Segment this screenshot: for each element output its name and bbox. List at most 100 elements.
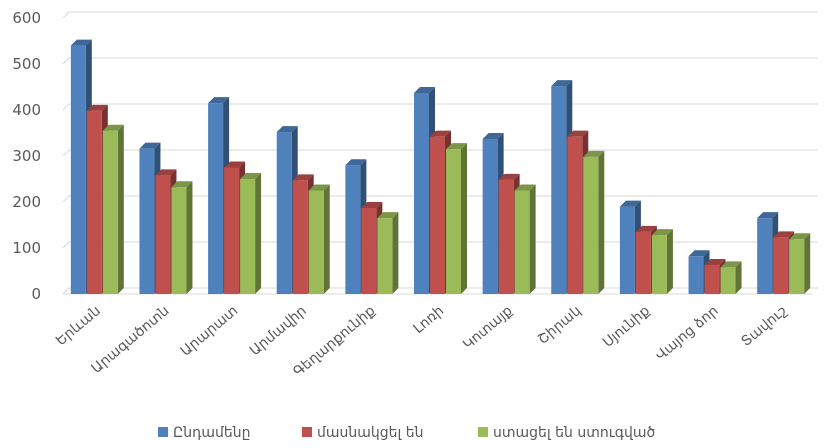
bar-front [704, 265, 720, 294]
bar-side [186, 181, 193, 294]
bar [171, 181, 193, 294]
bar-top [224, 161, 246, 168]
bar [651, 229, 673, 294]
bar [720, 261, 742, 294]
bar-front [171, 187, 187, 294]
x-tick-label: Վայոց ձոր [653, 303, 722, 364]
gridline-depth-600 [62, 11, 70, 19]
bar-front [86, 110, 102, 294]
x-tick-label: Տավուշ [738, 303, 790, 350]
bar [308, 184, 330, 294]
bar-top [567, 130, 589, 137]
bar-top [276, 126, 298, 133]
bar-side [392, 212, 399, 294]
bar-top [361, 201, 383, 208]
bar [377, 212, 399, 294]
x-tick-label: Կոտայք [460, 303, 516, 353]
gridline-depth-300 [62, 149, 70, 157]
bar [789, 233, 811, 294]
bar-top [208, 97, 230, 104]
y-tick-label: 100 [12, 239, 41, 257]
bar-front [757, 218, 773, 294]
bar-front [567, 136, 583, 294]
bar-front [70, 45, 86, 294]
bar-side [804, 233, 811, 294]
y-tick-label: 300 [12, 147, 41, 165]
bar-side [323, 184, 330, 294]
bar-front [551, 86, 567, 294]
y-axis-ticks: 0 100 200 300 400 500 600 [12, 9, 41, 303]
y-tick-label: 500 [12, 55, 41, 73]
y-tick-label: 0 [31, 285, 41, 303]
bar-front [773, 237, 789, 294]
bar-front [240, 179, 256, 294]
gridline-depth-200 [62, 195, 70, 203]
bar-front [292, 180, 308, 294]
bar-side [117, 124, 124, 294]
x-tick-label: Սյունիք [600, 303, 653, 351]
bar-front [430, 136, 445, 294]
y-tick-label: 200 [12, 193, 41, 211]
legend-swatch [302, 427, 312, 437]
bar-top [414, 86, 435, 93]
bar-front [720, 267, 736, 294]
bar-front [414, 92, 429, 294]
legend-item: մասնակցել են [302, 425, 424, 441]
bar-front [308, 190, 324, 294]
x-tick-label: Շիրակ [535, 303, 584, 348]
bar-top [86, 104, 108, 111]
bar [514, 184, 536, 294]
bar [583, 150, 605, 294]
legend-label: մասնակցել են [317, 425, 424, 441]
gridline-depth-100 [62, 241, 70, 249]
bar-top [720, 261, 742, 268]
bar-top [789, 233, 811, 240]
bar-top [377, 212, 399, 219]
bar-front [688, 256, 704, 294]
legend-swatch [478, 427, 488, 437]
bar-front [498, 179, 514, 294]
bar-side [598, 150, 605, 294]
x-tick-label: Լոռի [411, 303, 448, 337]
bar-side [735, 261, 742, 294]
y-tick-label: 600 [12, 9, 41, 27]
bar-top [292, 174, 314, 181]
bar-top [345, 159, 367, 166]
legend-label: Ընդամենը [173, 425, 251, 441]
bar-front [651, 235, 667, 294]
bar-top [70, 39, 92, 46]
bar [446, 143, 467, 294]
bar-side [255, 173, 262, 294]
bar [240, 173, 262, 294]
bar-front [635, 231, 651, 294]
bar-top [139, 142, 161, 149]
bar-top [704, 259, 726, 266]
bar-top [482, 132, 504, 139]
bar-top [446, 143, 467, 150]
gridline-depth-400 [62, 103, 70, 111]
bar-top [102, 124, 124, 131]
bar-top [240, 173, 262, 179]
legend-label: ստացել են ստուգված [493, 425, 655, 441]
bar-front [155, 175, 171, 294]
bar-front [619, 206, 635, 294]
bar-front [345, 165, 361, 294]
bar-front [361, 207, 377, 294]
bar-top [155, 169, 177, 176]
gridline-depth-0 [62, 287, 70, 295]
x-tick-label: Արարատ [178, 303, 241, 360]
bar-top [551, 80, 573, 87]
bar-side [529, 184, 536, 294]
bar-front [224, 167, 240, 294]
bar-top [773, 231, 795, 238]
bar-top [688, 250, 710, 257]
legend-swatch [158, 427, 168, 437]
bar-front [514, 190, 530, 294]
y-tick-label: 400 [12, 101, 41, 119]
bar-side [461, 143, 467, 294]
bar-top [498, 173, 520, 180]
bar-front [377, 218, 393, 294]
